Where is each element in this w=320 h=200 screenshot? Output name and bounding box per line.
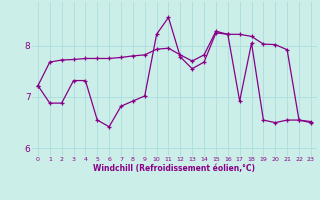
X-axis label: Windchill (Refroidissement éolien,°C): Windchill (Refroidissement éolien,°C) <box>93 164 255 173</box>
